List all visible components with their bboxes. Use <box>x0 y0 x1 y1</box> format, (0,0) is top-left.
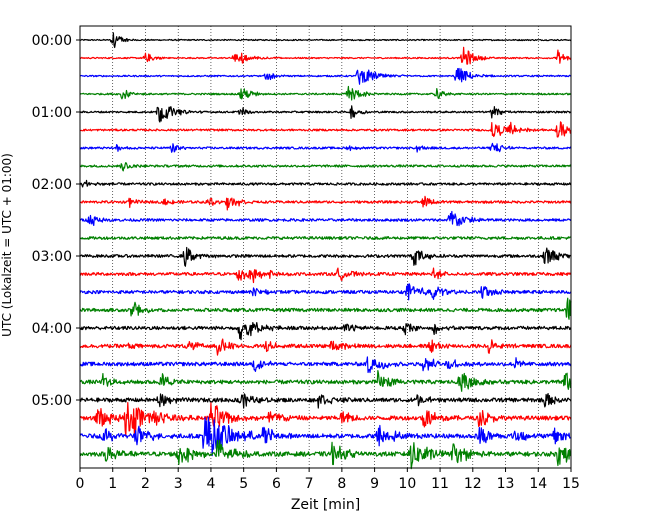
x-tick-label: 13 <box>497 476 515 492</box>
seismogram-trace <box>79 32 572 49</box>
seismogram-trace <box>79 179 572 188</box>
x-tick-label: 4 <box>206 476 215 492</box>
plot-frame <box>79 25 572 469</box>
x-tick-label: 15 <box>562 476 580 492</box>
x-tick-label: 8 <box>337 476 346 492</box>
x-tick-label: 10 <box>398 476 416 492</box>
seismogram-trace <box>79 142 572 153</box>
seismogram-trace <box>79 236 572 240</box>
x-tick-label: 5 <box>239 476 248 492</box>
seismogram-trace <box>79 416 572 457</box>
seismogram-trace <box>79 401 572 437</box>
x-axis-title: Zeit [min] <box>291 497 360 513</box>
seismogram-trace <box>79 439 572 470</box>
seismogram-trace <box>79 267 572 284</box>
seismogram-trace <box>79 105 572 123</box>
seismogram-traces <box>79 32 572 470</box>
x-tick-label: 11 <box>431 476 449 492</box>
y-tick-label: 01:00 <box>32 105 72 121</box>
seismogram-trace <box>79 297 572 320</box>
seismogram-trace <box>79 321 572 341</box>
y-tick-label: 03:00 <box>32 249 72 265</box>
x-tick-label: 1 <box>108 476 117 492</box>
seismogram-trace <box>79 356 572 374</box>
x-tick-label: 9 <box>370 476 379 492</box>
x-tick-label: 6 <box>272 476 281 492</box>
seismogram-trace <box>79 283 572 301</box>
seismogram-trace <box>79 210 572 227</box>
x-axis-ticks: 0 1 2 3 4 5 6 7 8 9 10 11 12 13 14 15 <box>76 468 580 492</box>
x-tick-label: 14 <box>529 476 547 492</box>
x-tick-label: 7 <box>305 476 314 492</box>
seismogram-trace <box>79 246 572 267</box>
seismogram-trace <box>79 392 572 409</box>
seismogram-trace <box>79 85 572 101</box>
x-tick-label: 2 <box>141 476 150 492</box>
x-tick-label: 0 <box>76 476 85 492</box>
x-tick-label: 3 <box>174 476 183 492</box>
seismogram-trace <box>79 67 572 85</box>
y-tick-label: 02:00 <box>32 177 72 193</box>
y-axis-title: UTC (Lokalzeit = UTC + 01:00) <box>0 153 14 337</box>
y-tick-label: 00:00 <box>32 33 72 49</box>
x-tick-label: 12 <box>464 476 482 492</box>
y-tick-label: 05:00 <box>32 393 72 409</box>
seismogram-trace <box>79 46 572 65</box>
seismogram-trace <box>79 195 572 211</box>
seismogram-trace <box>79 121 572 138</box>
y-axis-ticks: 00:00 01:00 02:00 03:00 04:00 05:00 <box>32 33 80 409</box>
seismogram-trace <box>79 338 572 356</box>
seismogram-trace <box>79 370 572 392</box>
seismogram-trace <box>79 162 572 172</box>
y-tick-label: 04:00 <box>32 321 72 337</box>
